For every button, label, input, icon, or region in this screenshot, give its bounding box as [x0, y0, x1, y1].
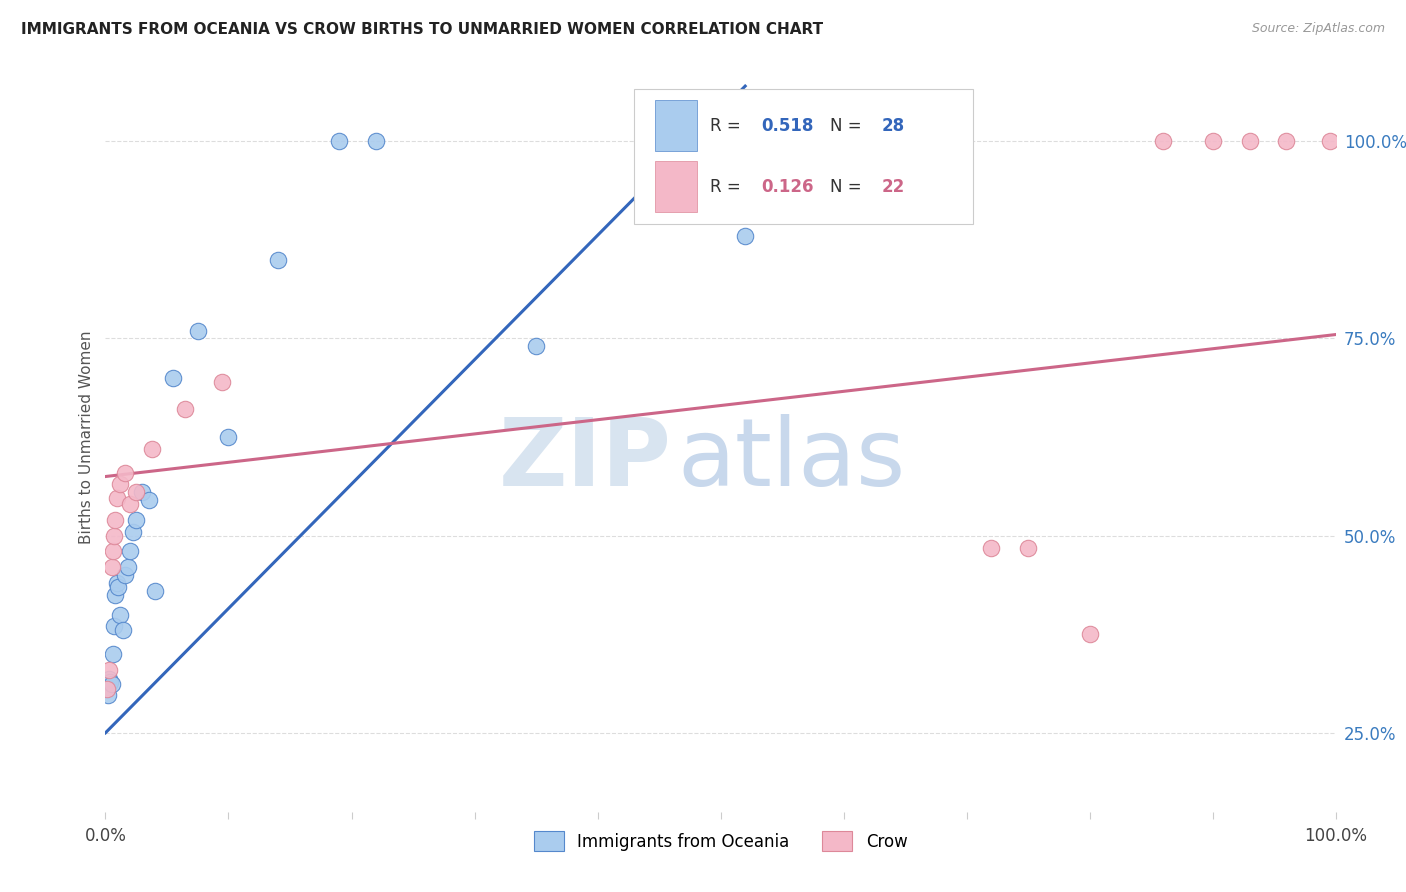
Text: IMMIGRANTS FROM OCEANIA VS CROW BIRTHS TO UNMARRIED WOMEN CORRELATION CHART: IMMIGRANTS FROM OCEANIA VS CROW BIRTHS T…	[21, 22, 824, 37]
Point	[125, 485, 148, 500]
Point	[1017, 541, 1039, 555]
Point	[110, 607, 132, 622]
Point	[96, 682, 118, 697]
Text: 28: 28	[882, 117, 905, 135]
Point	[211, 375, 233, 389]
Text: atlas: atlas	[678, 414, 905, 506]
Point	[114, 568, 136, 582]
Point	[101, 544, 124, 558]
FancyBboxPatch shape	[655, 161, 697, 212]
Point	[121, 524, 143, 539]
Point	[1275, 134, 1298, 148]
Point	[143, 583, 166, 598]
Point	[174, 402, 197, 417]
Point	[111, 624, 134, 638]
Text: N =: N =	[830, 178, 868, 195]
Text: 22: 22	[882, 178, 905, 195]
Point	[267, 252, 290, 267]
Y-axis label: Births to Unmarried Women: Births to Unmarried Women	[79, 330, 94, 544]
Text: Source: ZipAtlas.com: Source: ZipAtlas.com	[1251, 22, 1385, 36]
Point	[104, 588, 127, 602]
Point	[1202, 134, 1225, 148]
Point	[98, 663, 121, 677]
Point	[110, 477, 132, 491]
Point	[141, 442, 163, 456]
Point	[125, 513, 148, 527]
Point	[131, 485, 153, 500]
Point	[1078, 627, 1101, 641]
Point	[734, 229, 756, 244]
Point	[107, 580, 129, 594]
Point	[1319, 134, 1341, 148]
Point	[103, 619, 125, 633]
Point	[328, 134, 350, 148]
Point	[162, 371, 184, 385]
Point	[104, 513, 127, 527]
Text: ZIP: ZIP	[499, 414, 672, 506]
Point	[218, 430, 240, 444]
Point	[1153, 134, 1175, 148]
Point	[120, 544, 141, 558]
Point	[98, 674, 122, 689]
Point	[97, 688, 120, 702]
Legend: Immigrants from Oceania, Crow: Immigrants from Oceania, Crow	[527, 825, 914, 857]
Text: 0.518: 0.518	[761, 117, 814, 135]
Point	[98, 672, 121, 686]
Text: R =: R =	[710, 178, 745, 195]
Point	[120, 497, 141, 511]
Point	[105, 491, 128, 505]
Point	[100, 677, 122, 691]
Point	[980, 541, 1002, 555]
Point	[100, 560, 122, 574]
Point	[138, 493, 160, 508]
FancyBboxPatch shape	[655, 100, 697, 152]
Text: R =: R =	[710, 117, 745, 135]
Point	[524, 339, 547, 353]
Point	[96, 680, 118, 694]
Point	[1239, 134, 1261, 148]
Point	[101, 647, 124, 661]
Text: 0.126: 0.126	[761, 178, 814, 195]
Point	[187, 324, 209, 338]
Point	[366, 134, 388, 148]
FancyBboxPatch shape	[634, 88, 973, 224]
Point	[105, 576, 128, 591]
Point	[117, 560, 139, 574]
Point	[114, 466, 136, 480]
Point	[103, 529, 125, 543]
Text: N =: N =	[830, 117, 868, 135]
